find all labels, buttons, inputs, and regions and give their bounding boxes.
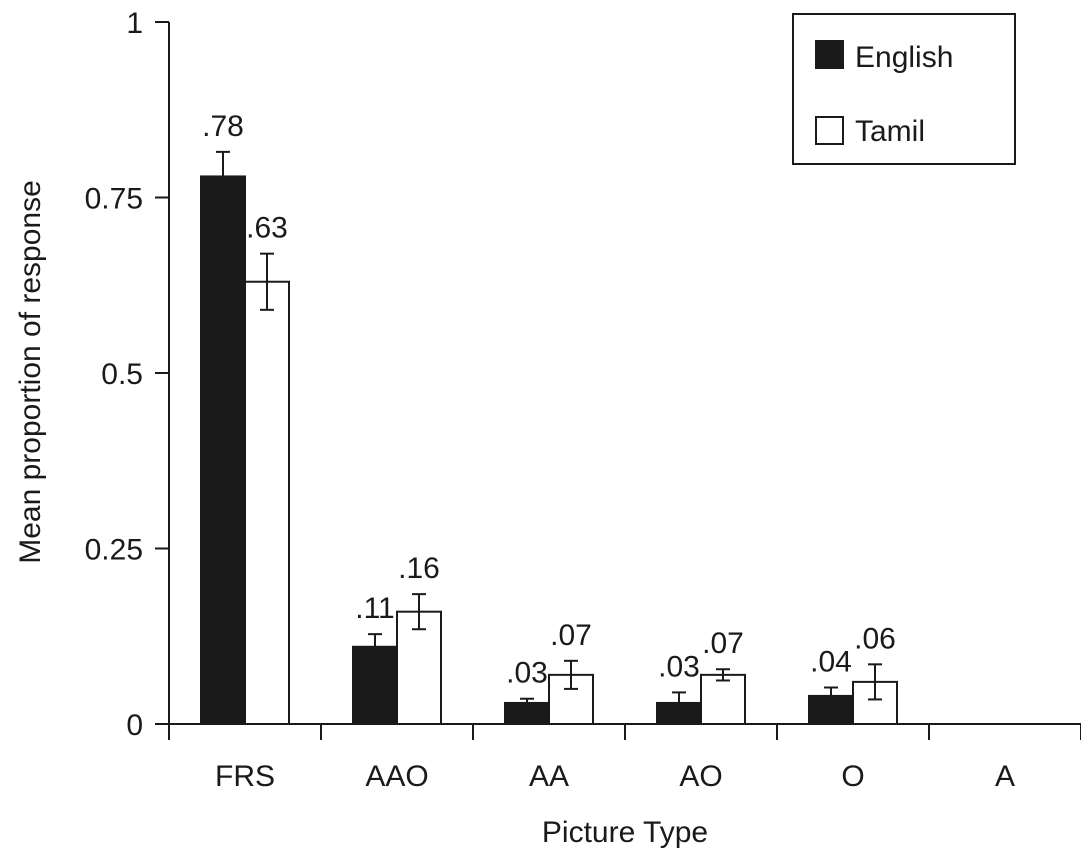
y-ticks: 0 0.25 0.5 0.75 1	[85, 7, 169, 742]
data-labels: .78.63.11.16.03.07.03.07.04.06	[202, 110, 896, 690]
bar-tamil-frs	[244, 280, 290, 725]
legend-swatch-english	[815, 40, 844, 69]
x-tick-label: AAO	[365, 760, 428, 793]
y-tick-label: 1	[126, 7, 143, 40]
data-label: .07	[702, 627, 744, 660]
data-label: .11	[355, 592, 394, 625]
x-tick-label: AO	[679, 760, 722, 793]
x-ticks: FRS AAO AA AO O A	[168, 724, 1081, 793]
data-label: .63	[246, 212, 288, 245]
x-axis-title: Picture Type	[542, 816, 708, 849]
bar-tamil-ao	[700, 673, 746, 725]
data-label: .78	[202, 110, 244, 143]
x-tick-label: A	[995, 760, 1015, 793]
y-axis-title: Mean proportion of response	[14, 180, 47, 564]
bar-english-frs	[200, 175, 246, 725]
data-label: .16	[398, 552, 440, 585]
x-tick-label: O	[841, 760, 864, 793]
data-label: .03	[658, 650, 700, 683]
legend: English Tamil	[792, 13, 1016, 165]
y-tick-label: 0.25	[85, 534, 143, 567]
legend-label-tamil: Tamil	[855, 115, 925, 148]
x-axis: FRS AAO AA AO O A	[168, 723, 1081, 793]
y-tick-label: 0	[126, 709, 143, 742]
legend-swatch-tamil	[815, 116, 844, 145]
data-label: .07	[550, 619, 592, 652]
y-axis: 0 0.25 0.5 0.75 1	[85, 7, 170, 742]
bars	[200, 150, 898, 726]
x-tick-label: FRS	[215, 760, 275, 793]
x-tick-label: AA	[529, 760, 569, 793]
legend-label-english: English	[855, 41, 953, 74]
y-tick-label: 0.75	[85, 183, 143, 216]
data-label: .04	[810, 645, 852, 678]
data-label: .03	[506, 657, 548, 690]
y-tick-label: 0.5	[101, 358, 143, 391]
data-label: .06	[854, 622, 896, 655]
